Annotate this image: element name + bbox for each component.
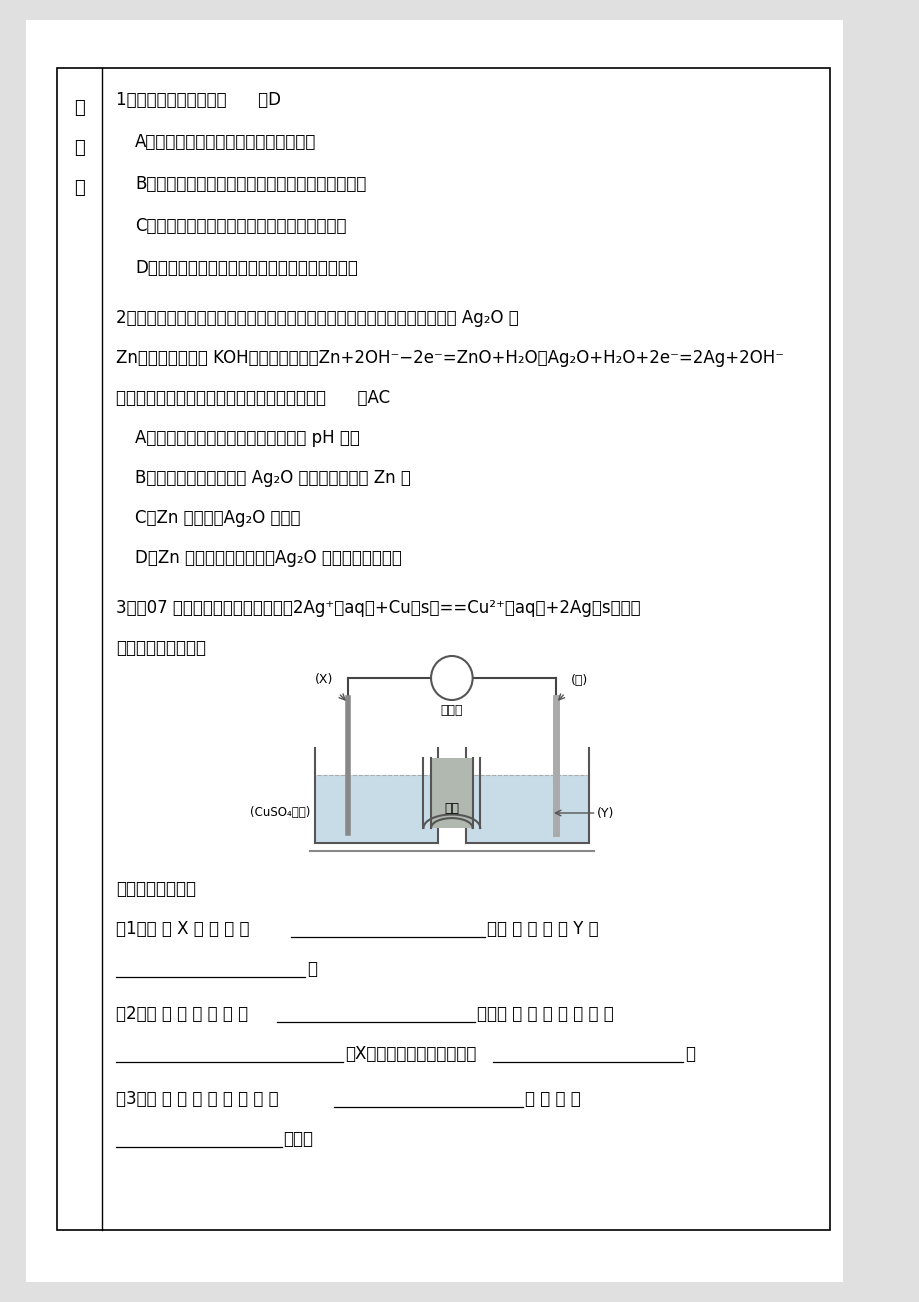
Text: 电 极 流 向: 电 极 流 向 xyxy=(524,1090,580,1108)
Bar xyxy=(432,758,471,828)
Text: C．Zn 是负极，Ag₂O 是正极: C．Zn 是负极，Ag₂O 是正极 xyxy=(135,509,301,527)
Text: ；: ； xyxy=(685,1046,695,1062)
Text: D．Zn 电极发生还原反应，Ag₂O 电极发生氧化反应: D．Zn 电极发生还原反应，Ag₂O 电极发生氧化反应 xyxy=(135,549,402,566)
Text: (银): (银) xyxy=(570,673,587,686)
Text: （1）电 极 X 的 材 料 是: （1）电 极 X 的 材 料 是 xyxy=(116,921,249,937)
Text: （3）外 电 路 中 的 电 子 是 从: （3）外 电 路 中 的 电 子 是 从 xyxy=(116,1090,278,1108)
Text: A．在使用过程中，电池负极区溶液的 pH 减小: A．在使用过程中，电池负极区溶液的 pH 减小 xyxy=(135,428,359,447)
Text: (Y): (Y) xyxy=(596,806,613,819)
Text: 请回答下列问题：: 请回答下列问题： xyxy=(116,880,196,898)
Text: B．原电池中电子流出的一极是正极，发生氧化反应: B．原电池中电子流出的一极是正极，发生氧化反应 xyxy=(135,174,366,193)
Text: A．原电池是把电能转化为化学能的装置: A．原电池是把电能转化为化学能的装置 xyxy=(135,133,316,151)
Text: 程: 程 xyxy=(74,178,85,197)
Text: Zn，电解质溶液为 KOH，电极反应为：Zn+2OH⁻−2e⁻=ZnO+H₂O；Ag₂O+H₂O+2e⁻=2Ag+2OH⁻: Zn，电解质溶液为 KOH，电极反应为：Zn+2OH⁻−2e⁻=ZnO+H₂O；… xyxy=(116,349,783,367)
Text: 的原电池如图所示。: 的原电池如图所示。 xyxy=(116,639,206,658)
Text: 电极。: 电极。 xyxy=(283,1130,313,1148)
Bar xyxy=(57,68,829,1230)
Text: 过: 过 xyxy=(74,139,85,158)
Circle shape xyxy=(431,656,472,700)
Text: 极，发 生 的 电 极 反 应 为: 极，发 生 的 电 极 反 应 为 xyxy=(477,1005,614,1023)
Bar xyxy=(315,775,437,842)
Text: D．形成原电池后，原电池中的阳离子向正极移动: D．形成原电池后，原电池中的阳离子向正极移动 xyxy=(135,259,357,277)
Text: ；X电极上发生的电极反应为: ；X电极上发生的电极反应为 xyxy=(345,1046,476,1062)
Text: 1．下列说法正确的是（      ）D: 1．下列说法正确的是（ ）D xyxy=(116,91,281,109)
Text: 电流计: 电流计 xyxy=(440,703,462,716)
Text: 盐桥: 盐桥 xyxy=(444,802,459,815)
Text: A: A xyxy=(447,671,457,685)
Text: 学: 学 xyxy=(74,99,85,117)
Text: （2）銀 电 极 为 电 池 的: （2）銀 电 极 为 电 池 的 xyxy=(116,1005,248,1023)
Bar xyxy=(467,775,587,842)
Text: B．使用过程中，电子由 Ag₂O 极经外电路流向 Zn 极: B．使用过程中，电子由 Ag₂O 极经外电路流向 Zn 极 xyxy=(135,469,411,487)
Text: 3．（07 海南）依据氧化还原反应：2Ag⁺（aq）+Cu（s）==Cu²⁺（aq）+2Ag（s）设计: 3．（07 海南）依据氧化还原反应：2Ag⁺（aq）+Cu（s）==Cu²⁺（a… xyxy=(116,599,641,617)
Text: C．原电池的两极发生的反应均为氧化还原反应: C．原电池的两极发生的反应均为氧化还原反应 xyxy=(135,217,346,234)
Text: 根据上述反应式，判断下列叙述中正确的是：（      ）AC: 根据上述反应式，判断下列叙述中正确的是：（ ）AC xyxy=(116,389,390,408)
Text: ；: ； xyxy=(307,960,317,978)
Text: (X): (X) xyxy=(314,673,333,686)
Text: ；电 解 质 溶 液 Y 是: ；电 解 质 溶 液 Y 是 xyxy=(486,921,597,937)
Text: 2．微型鈕扣电池在现代生活中有广泛应用。有一种銀锌电池，其电极分别是 Ag₂O 和: 2．微型鈕扣电池在现代生活中有广泛应用。有一种銀锌电池，其电极分别是 Ag₂O … xyxy=(116,309,518,327)
Text: (CuSO₄溶液): (CuSO₄溶液) xyxy=(249,806,310,819)
